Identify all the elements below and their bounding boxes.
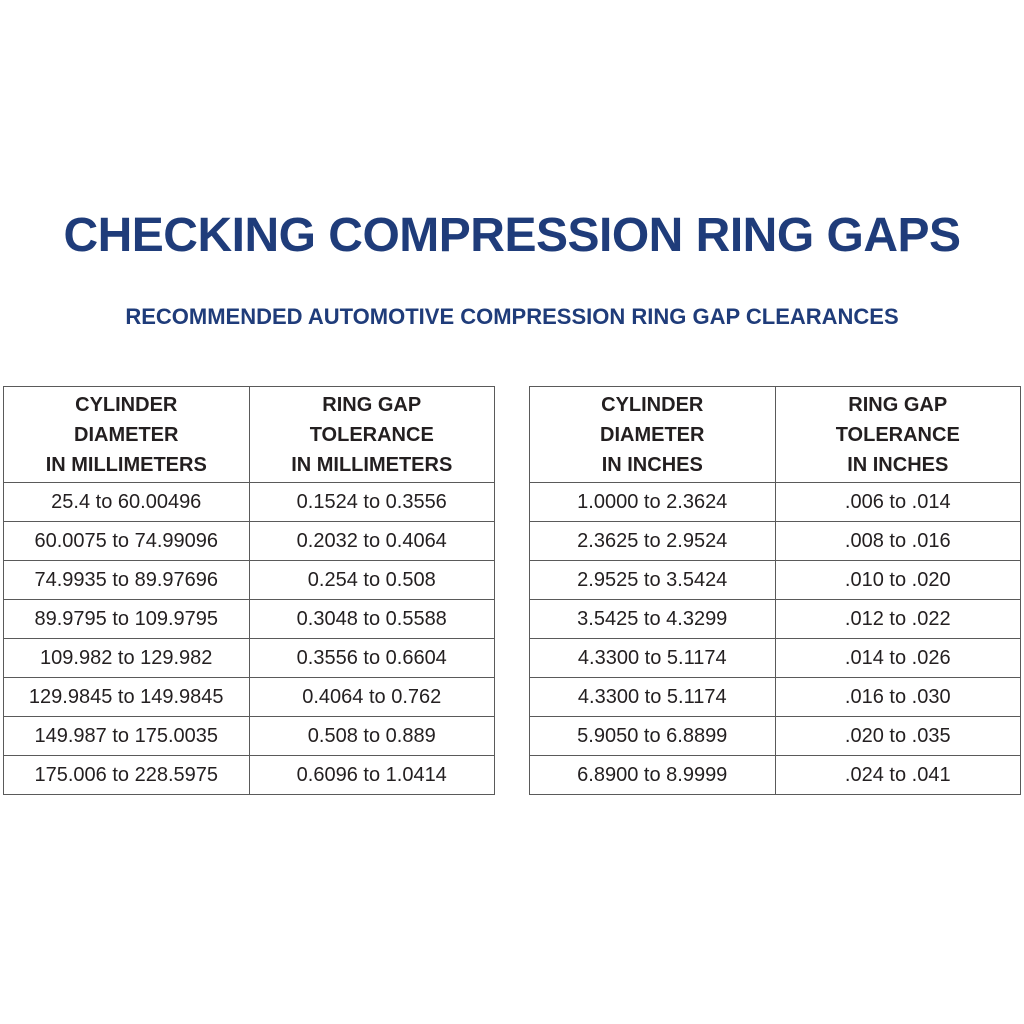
ring-gap-tolerance-cell: .006 to .014 — [774, 482, 1021, 522]
cylinder-diameter-cell: 25.4 to 60.00496 — [3, 482, 250, 522]
cylinder-diameter-cell: 4.3300 to 5.1174 — [529, 638, 776, 678]
cylinder-diameter-cell: 2.3625 to 2.9524 — [529, 521, 776, 561]
column-header-line: IN INCHES — [601, 453, 703, 476]
cylinder-diameter-cell: 149.987 to 175.0035 — [3, 716, 250, 756]
ring-gap-tolerance-cell: 0.4064 to 0.762 — [248, 677, 495, 717]
column-header-line: DIAMETER — [600, 423, 705, 446]
ring-gap-tolerance-cell: 0.2032 to 0.4064 — [248, 521, 495, 561]
column-header-line: DIAMETER — [74, 423, 179, 446]
cylinder-diameter-cell: 3.5425 to 4.3299 — [529, 599, 776, 639]
column-header-line: RING GAP — [322, 393, 422, 416]
column-header-line: TOLERANCE — [835, 423, 960, 446]
table-row: 6.8900 to 8.9999.024 to .041 — [529, 755, 1021, 795]
table-row: 4.3300 to 5.1174.014 to .026 — [529, 638, 1021, 678]
table-row: 74.9935 to 89.97696 0.254 to 0.508 — [3, 560, 495, 600]
ring-gap-tolerance-cell: 0.254 to 0.508 — [248, 560, 495, 600]
cylinder-diameter-cell: 5.9050 to 6.8899 — [529, 716, 776, 756]
ring-gap-tolerance-cell: 0.3556 to 0.6604 — [248, 638, 495, 678]
cylinder-diameter-cell: 175.006 to 228.5975 — [3, 755, 250, 795]
ring-gap-tolerance-cell: .024 to .041 — [774, 755, 1021, 795]
table-row: 1.0000 to 2.3624.006 to .014 — [529, 482, 1021, 522]
cylinder-diameter-cell: 6.8900 to 8.9999 — [529, 755, 776, 795]
column-header: RING GAP TOLERANCE IN MILLIMETERS — [248, 386, 495, 483]
table-row: 25.4 to 60.00496 0.1524 to 0.3556 — [3, 482, 495, 522]
column-header-line: RING GAP — [848, 393, 948, 416]
column-header: CYLINDER DIAMETER IN MILLIMETERS — [3, 386, 250, 483]
ring-gap-tolerance-cell: .014 to .026 — [774, 638, 1021, 678]
table-row: 5.9050 to 6.8899.020 to .035 — [529, 716, 1021, 756]
table-row: 60.0075 to 74.99096 0.2032 to 0.4064 — [3, 521, 495, 561]
table-row: 129.9845 to 149.9845 0.4064 to 0.762 — [3, 677, 495, 717]
page-title: CHECKING COMPRESSION RING GAPS — [63, 209, 961, 262]
header-row: CYLINDER DIAMETER IN INCHES RING GAP TOLERAN… — [529, 386, 1021, 483]
ring-gap-tolerance-cell: .010 to .020 — [774, 560, 1021, 600]
column-header-line: IN MILLIMETERS — [45, 453, 207, 476]
ring-gap-tolerance-cell: .008 to .016 — [774, 521, 1021, 561]
column-header: CYLINDER DIAMETER IN INCHES — [529, 386, 776, 483]
table-row: 89.9795 to 109.9795 0.3048 to 0.5588 — [3, 599, 495, 639]
cylinder-diameter-cell: 4.3300 to 5.1174 — [529, 677, 776, 717]
ring-gap-tolerance-cell: .012 to .022 — [774, 599, 1021, 639]
table-row: 109.982 to 129.982 0.3556 to 0.6604 — [3, 638, 495, 678]
column-header-line: CYLINDER — [75, 393, 178, 416]
ring-gap-tolerance-cell: 0.3048 to 0.5588 — [248, 599, 495, 639]
millimeters-table: CYLINDER DIAMETER IN MILLIMETERS RING GAP TO… — [3, 386, 495, 795]
ring-gap-tolerance-cell: .016 to .030 — [774, 677, 1021, 717]
inches-table: CYLINDER DIAMETER IN INCHES RING GAP TOLERAN… — [529, 386, 1021, 795]
ring-gap-tolerance-cell: .020 to .035 — [774, 716, 1021, 756]
header-row: CYLINDER DIAMETER IN MILLIMETERS RING GAP TO… — [3, 386, 495, 483]
column-header-line: IN INCHES — [847, 453, 949, 476]
ring-gap-tolerance-cell: 0.6096 to 1.0414 — [248, 755, 495, 795]
table-row: 175.006 to 228.5975 0.6096 to 1.0414 — [3, 755, 495, 795]
cylinder-diameter-cell: 2.9525 to 3.5424 — [529, 560, 776, 600]
cylinder-diameter-cell: 1.0000 to 2.3624 — [529, 482, 776, 522]
page-subtitle: RECOMMENDED AUTOMOTIVE COMPRESSION RING … — [125, 304, 899, 329]
ring-gap-tolerance-cell: 0.1524 to 0.3556 — [248, 482, 495, 522]
cylinder-diameter-cell: 129.9845 to 149.9845 — [3, 677, 250, 717]
table-row: 2.9525 to 3.5424.010 to .020 — [529, 560, 1021, 600]
cylinder-diameter-cell: 89.9795 to 109.9795 — [3, 599, 250, 639]
column-header-line: IN MILLIMETERS — [291, 453, 453, 476]
table-row: 2.3625 to 2.9524.008 to .016 — [529, 521, 1021, 561]
table-row: 3.5425 to 4.3299.012 to .022 — [529, 599, 1021, 639]
cylinder-diameter-cell: 60.0075 to 74.99096 — [3, 521, 250, 561]
ring-gap-tolerance-cell: 0.508 to 0.889 — [248, 716, 495, 756]
table-row: 4.3300 to 5.1174.016 to .030 — [529, 677, 1021, 717]
cylinder-diameter-cell: 74.9935 to 89.97696 — [3, 560, 250, 600]
cylinder-diameter-cell: 109.982 to 129.982 — [3, 638, 250, 678]
column-header-line: TOLERANCE — [309, 423, 434, 446]
column-header-line: CYLINDER — [601, 393, 704, 416]
column-header: RING GAP TOLERANCE IN INCHES — [774, 386, 1021, 483]
table-row: 149.987 to 175.0035 0.508 to 0.889 — [3, 716, 495, 756]
